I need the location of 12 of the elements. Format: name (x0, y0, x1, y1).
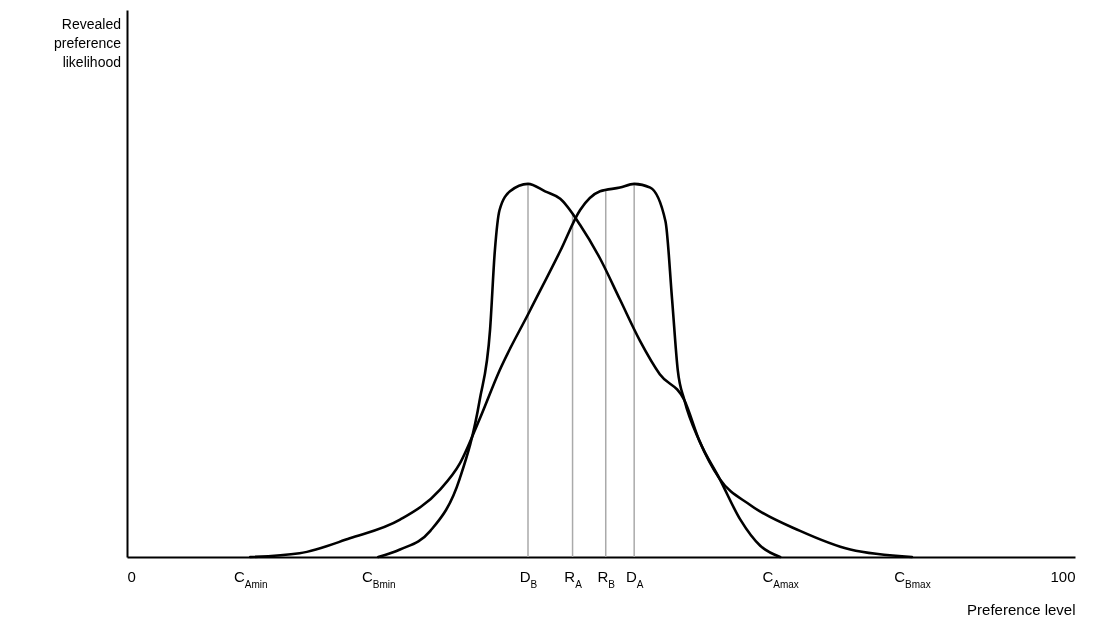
x-tick-label: R$_{B}$ (597, 567, 616, 589)
x-tick-label: D$_{B}$ (519, 567, 538, 589)
x-tick-label: C$_{Bmin}$ (361, 567, 396, 589)
x-tick-label: C$_{Bmax}$ (894, 567, 931, 589)
x-tick-label: D$_{A}$ (625, 567, 644, 589)
x-tick-label: 0 (127, 567, 136, 585)
text: Revealed preference likelihood (54, 16, 122, 70)
x-tick-label: C$_{Amax}$ (762, 567, 799, 589)
x-tick-label: R$_{A}$ (564, 567, 583, 589)
x-axis-title: Preference level (967, 600, 1076, 618)
x-tick-label: 100 (1050, 567, 1076, 585)
x-tick-label: C$_{Amin}$ (233, 567, 268, 589)
